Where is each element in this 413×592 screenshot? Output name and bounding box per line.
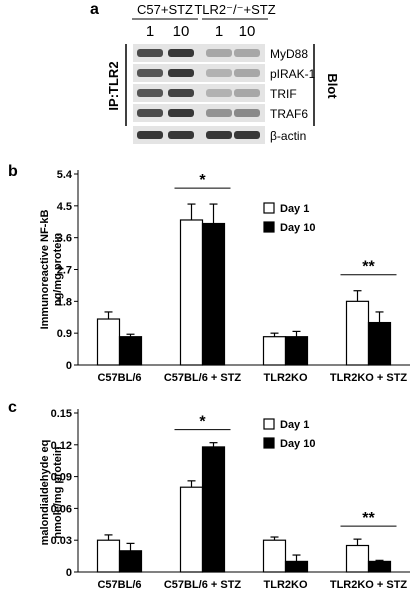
blot-row-label: β-actin [270, 129, 306, 143]
legend-label: Day 10 [280, 222, 315, 234]
bar-day10 [201, 446, 226, 573]
panel-a-label: a [90, 1, 99, 18]
bar-day10 [284, 560, 309, 573]
bar-day1 [96, 318, 121, 366]
group-label-tlr2: TLR2⁻/⁻+STZ [194, 2, 275, 17]
legend-swatch-day1 [263, 418, 275, 430]
blot-band-3-2 [168, 89, 194, 97]
y-tick-label: 0.06 [51, 503, 72, 515]
x-tick-label: TLR2KO + STZ [330, 372, 408, 384]
group-label-c57: C57+STZ [137, 2, 193, 17]
y-tick-label: 5.4 [57, 169, 73, 181]
blot-strip-1 [133, 44, 265, 62]
x-tick-label: C57BL/6 [97, 579, 141, 591]
panel-label: b [8, 163, 18, 180]
blot-band-5-2 [168, 131, 194, 139]
y-axis-label: nmole/mg protein [52, 446, 64, 539]
blot-band-2-1 [137, 69, 163, 77]
blot-band-4-4 [234, 109, 260, 117]
bar-day1 [345, 300, 370, 366]
legend-swatch-day10 [263, 437, 275, 449]
x-tick-label: TLR2KO [264, 579, 308, 591]
y-tick-label: 0 [66, 567, 72, 579]
legend-swatch-day10 [263, 221, 275, 233]
blot-band-2-3 [206, 69, 232, 77]
blot-band-3-1 [137, 89, 163, 97]
y-tick-label: 3.6 [57, 233, 72, 245]
x-tick-label: C57BL/6 + STZ [164, 372, 242, 384]
x-tick-label: C57BL/6 + STZ [164, 579, 242, 591]
significance-marker: * [199, 414, 206, 431]
bar-day10 [284, 336, 309, 366]
blot-band-1-4 [234, 49, 260, 57]
bar-day10 [201, 222, 226, 366]
blot-band-4-3 [206, 109, 232, 117]
lane-label-1: 1 [146, 23, 154, 40]
bar-day1 [345, 544, 370, 573]
blot-band-4-2 [168, 109, 194, 117]
legend-label: Day 1 [280, 203, 309, 215]
panel-a-western-blot: a C57+STZ TLR2⁻/⁻+STZ 1 10 1 10 IP:TLR2 … [90, 1, 340, 144]
significance-marker: ** [362, 259, 375, 276]
y-axis-label: ng/mg protein [52, 233, 64, 307]
y-tick-label: 1.8 [57, 296, 72, 308]
bar-day1 [96, 539, 121, 573]
y-tick-label: 4.5 [57, 201, 72, 213]
legend-label: Day 10 [280, 438, 315, 450]
y-tick-label: 0.03 [51, 535, 72, 547]
y-axis-label: Immunoreactive NF-kB [39, 210, 51, 330]
blot-label: Blot [325, 73, 340, 99]
blot-strip-2 [133, 64, 265, 82]
lane-label-2: 10 [173, 23, 190, 40]
bar-day10 [118, 336, 143, 366]
x-tick-label: TLR2KO + STZ [330, 579, 408, 591]
legend-label: Day 1 [280, 419, 309, 431]
x-tick-label: TLR2KO [264, 372, 308, 384]
bar-day1 [179, 219, 204, 366]
bar-day1 [262, 336, 287, 366]
blot-band-4-1 [137, 109, 163, 117]
blot-band-1-3 [206, 49, 232, 57]
y-tick-label: 0.9 [57, 328, 72, 340]
legend-swatch-day1 [263, 202, 275, 214]
y-tick-label: 0 [66, 360, 72, 372]
significance-marker: * [199, 172, 206, 189]
panel-c-mda-chart: c 0 0.03 0.06 0.09 0.12 0.15 malondialdehyde eq… [8, 399, 410, 591]
blot-row-label: TRIF [270, 87, 297, 101]
blot-band-5-4 [234, 131, 260, 139]
bar-day1 [262, 539, 287, 573]
panel-label: c [8, 399, 17, 416]
y-tick-label: 0.09 [51, 472, 72, 484]
blot-row-label: MyD88 [270, 47, 308, 61]
blot-band-2-4 [234, 69, 260, 77]
blot-band-1-2 [168, 49, 194, 57]
blot-row-label: TRAF6 [270, 107, 308, 121]
blot-band-3-3 [206, 89, 232, 97]
lane-label-4: 10 [239, 23, 256, 40]
blot-strip-5 [133, 126, 265, 144]
blot-band-3-4 [234, 89, 260, 97]
blot-band-2-2 [168, 69, 194, 77]
lane-label-3: 1 [215, 23, 223, 40]
y-tick-label: 0.12 [51, 440, 72, 452]
bar-day10 [367, 321, 392, 366]
significance-marker: ** [362, 510, 375, 527]
y-axis-label: malondialdehyde eq [39, 440, 51, 546]
blot-band-1-1 [137, 49, 163, 57]
y-tick-label: 0.15 [51, 408, 72, 420]
bar-day10 [118, 550, 143, 573]
blot-row-label: pIRAK-1 [270, 67, 316, 81]
blot-strip-4 [133, 104, 265, 122]
x-tick-label: C57BL/6 [97, 372, 141, 384]
y-tick-label: 2.7 [57, 265, 72, 277]
blot-band-5-1 [137, 131, 163, 139]
bar-day1 [179, 486, 204, 573]
blot-band-5-3 [206, 131, 232, 139]
blot-strip-3 [133, 84, 265, 102]
ip-label: IP:TLR2 [106, 61, 121, 110]
bar-day10 [367, 560, 392, 573]
panel-b-nfkb-chart: b 0 0.9 1.8 2.7 3.6 4.5 5.4 Immunoreactive NF-kB… [8, 163, 410, 384]
